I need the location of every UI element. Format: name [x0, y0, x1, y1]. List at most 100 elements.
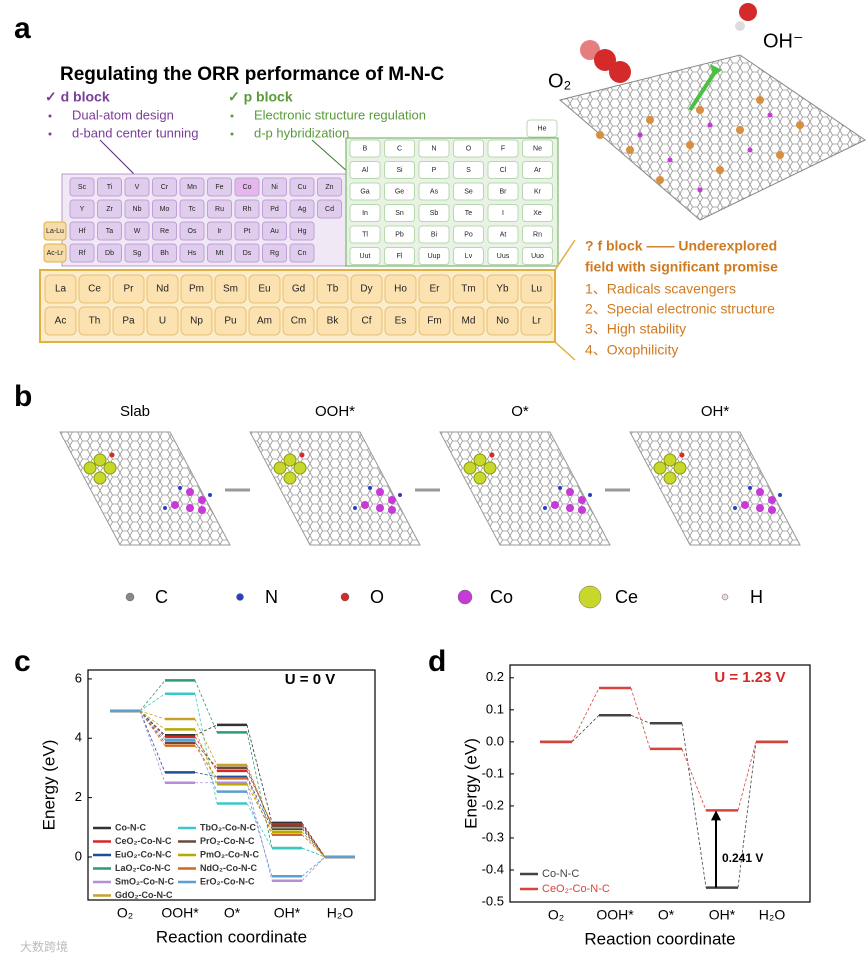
- element-cell: [487, 225, 519, 244]
- element-cell: [179, 199, 205, 219]
- connector: [737, 741, 757, 811]
- element-cell: [453, 139, 484, 158]
- legend-label: ErO₂-Co-N-C: [200, 876, 255, 886]
- element-cell: [418, 225, 450, 244]
- element-symbol: W: [134, 228, 141, 235]
- element-cell: [526, 119, 558, 138]
- element-symbol: Sm: [223, 284, 238, 295]
- element-symbol: Yb: [496, 284, 509, 295]
- ce-atom: [93, 453, 107, 467]
- y-tick-label: -0.1: [482, 765, 504, 780]
- element-cell: [487, 204, 519, 222]
- element-symbol: Kr: [534, 188, 542, 195]
- atom-swatch: [125, 592, 135, 602]
- element-symbol: Eu: [258, 284, 270, 295]
- x-tick-label: OH*: [709, 907, 736, 923]
- element-cell: [384, 306, 417, 336]
- legend-label: NdO₂-Co-N-C: [200, 863, 257, 873]
- o2-molecule: [580, 40, 631, 83]
- connector: [139, 710, 166, 720]
- element-symbol: Au: [270, 228, 279, 235]
- element-cell: [78, 306, 111, 336]
- element-cell: [180, 274, 213, 304]
- element-symbol: Zr: [106, 206, 113, 213]
- element-symbol: Ac-Lr: [47, 250, 64, 257]
- element-cell: [418, 182, 450, 201]
- element-symbol: Nb: [133, 206, 142, 213]
- element-symbol: Y: [80, 206, 85, 213]
- element-symbol: Mt: [216, 250, 224, 257]
- ce-atom: [463, 461, 477, 475]
- co-atom: [376, 488, 384, 496]
- element-symbol: Ne: [533, 145, 542, 152]
- element-cell: [234, 221, 260, 241]
- y-tick-label: 0.0: [486, 733, 504, 748]
- element-cell: [112, 306, 145, 336]
- connector: [139, 710, 166, 773]
- element-symbol: Er: [430, 284, 441, 295]
- element-symbol: Tl: [362, 231, 368, 238]
- step-label: OH*: [701, 403, 730, 420]
- n-atom: [733, 506, 737, 510]
- element-cell: [152, 243, 177, 263]
- element-symbol: Sb: [430, 210, 439, 217]
- element-symbol: Se: [464, 188, 473, 195]
- y-tick-label: 2: [75, 789, 82, 804]
- legend-label: LaO₂-Co-N-C: [115, 863, 171, 873]
- element-symbol: Cd: [325, 206, 334, 213]
- element-cell: [282, 306, 315, 336]
- x-axis-label: Reaction coordinate: [156, 927, 307, 946]
- element-cell: [179, 177, 205, 197]
- element-cell: [486, 306, 519, 336]
- f-bracket: [554, 239, 576, 361]
- bullets: [48, 114, 52, 136]
- element-cell: [146, 274, 179, 304]
- slab: [59, 431, 231, 546]
- p-item: Electronic structure regulation: [254, 107, 426, 122]
- element-cell: [418, 306, 451, 336]
- element-cell: [234, 243, 260, 263]
- ce-atom: [103, 461, 117, 475]
- connector: [139, 680, 166, 712]
- ce-atom: [483, 461, 497, 475]
- legend-label: GdO₂-Co-N-C: [115, 890, 173, 900]
- connector: [301, 847, 326, 858]
- connector: [630, 687, 651, 750]
- element-cell: [207, 243, 232, 263]
- f-item: 1、Radicals scavengers: [585, 281, 736, 297]
- element-symbol: Ni: [271, 184, 278, 191]
- connector: [194, 729, 218, 785]
- element-symbol: Ce: [88, 284, 101, 295]
- connector: [246, 778, 273, 835]
- co-atom: [566, 488, 574, 496]
- element-symbol: Si: [396, 167, 403, 174]
- y-tick-label: 0.1: [486, 701, 504, 716]
- element-symbol: Pm: [189, 284, 204, 295]
- element-cell: [97, 199, 122, 219]
- element-symbol: Ds: [243, 250, 252, 257]
- o-atom: [489, 452, 495, 458]
- atom-swatch: [236, 593, 244, 601]
- element-symbol: Es: [395, 316, 407, 327]
- bullets: [230, 114, 234, 136]
- y-axis-label: Energy (eV): [39, 740, 58, 831]
- element-symbol: Ta: [106, 228, 114, 235]
- element-symbol: Fl: [397, 253, 403, 260]
- y-axis-label: Energy (eV): [461, 738, 480, 829]
- connector: [139, 710, 166, 741]
- element-cell: [97, 177, 122, 197]
- panel-a-title: Regulating the ORR performance of M-N-C: [60, 64, 445, 85]
- d-item: d-band center tunning: [72, 125, 198, 140]
- element-symbol: Rh: [243, 206, 252, 213]
- element-cell: [289, 243, 315, 263]
- element-symbol: Br: [500, 188, 508, 195]
- y-tick-label: 0.2: [486, 669, 504, 684]
- x-tick-label: O₂: [548, 907, 564, 923]
- element-cell: [418, 161, 450, 179]
- element-symbol: Pb: [395, 231, 404, 238]
- co-atom: [186, 504, 194, 512]
- ce-atom: [653, 461, 667, 475]
- co-atom: [578, 506, 586, 514]
- element-cell: [234, 177, 260, 197]
- element-cell: [384, 204, 415, 222]
